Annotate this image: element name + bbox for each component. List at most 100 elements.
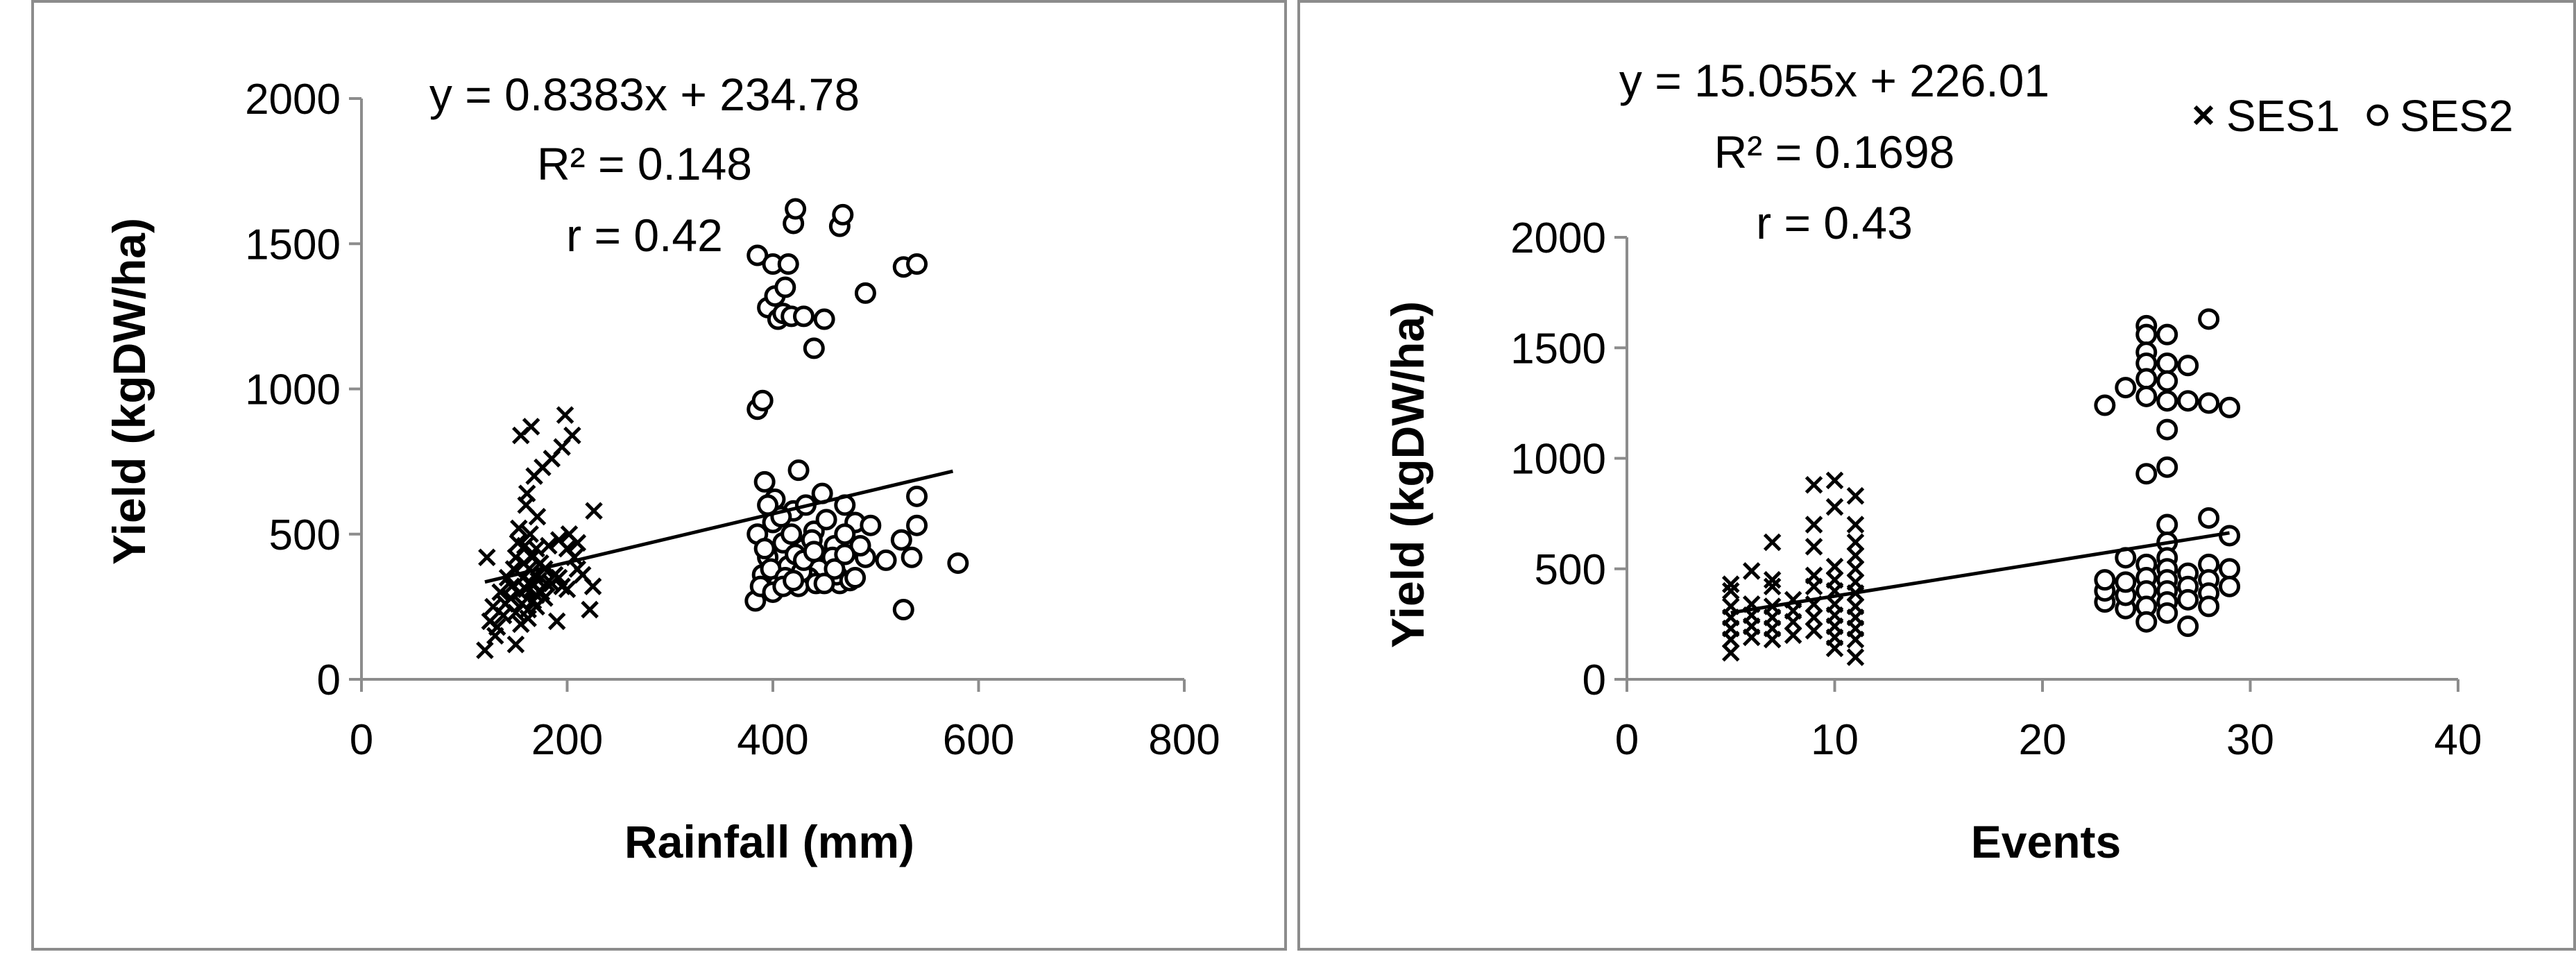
data-point-circle [2198,507,2220,529]
data-point-x [536,589,554,607]
data-point-x [1763,533,1782,552]
data-point-x [1763,577,1782,595]
data-point-circle [2156,418,2178,441]
chart-panel-events: 0 500 1000 1500 2000 0 10 20 30 40 y = 15.055x + … [1297,0,2576,951]
x-tick-label: 400 [737,716,808,764]
data-point-circle [2219,396,2241,418]
data-point-circle [781,523,803,545]
data-point-x [1805,475,1823,494]
data-point-x [478,548,496,566]
legend-marker-x-icon [2193,105,2214,126]
data-point-circle [2156,370,2178,392]
data-point-circle [834,543,856,566]
legend-label-ses2: SES2 [2400,91,2514,141]
data-point-circle [2135,611,2158,633]
data-point-circle [2198,595,2220,618]
x-tick-label: 0 [1615,716,1639,764]
data-point-circle [753,538,776,560]
data-point-circle [2219,558,2241,580]
data-point-circle [777,253,799,275]
data-point-circle [860,514,882,536]
data-point-circle [2156,323,2178,346]
data-point-circle [803,337,825,359]
y-tick-label: 1500 [1510,325,1606,373]
data-point-circle [2198,308,2220,330]
data-point-circle [747,244,769,266]
data-point-circle [2219,575,2241,597]
data-point-circle [815,509,837,531]
x-tick-label: 20 [2019,716,2067,764]
data-point-x [522,418,540,436]
data-point-x [1805,622,1823,640]
data-point-circle [2177,615,2199,638]
r-squared-annotation: R² = 0.1698 [1714,126,1955,178]
x-tick-label: 30 [2226,716,2274,764]
data-point-circle [2177,355,2199,377]
data-point-x [1805,609,1823,627]
data-point-circle [792,305,814,328]
r-annotation: r = 0.43 [1756,197,1913,248]
data-point-x [1846,573,1865,591]
data-point-circle [901,546,923,568]
y-tick-label: 2000 [245,76,341,124]
data-point-x [549,568,568,587]
data-point-x [506,636,525,654]
data-point-x [1721,575,1740,593]
data-point-x [488,618,506,636]
y-axis-title: Yield (kgDW/ha) [103,218,155,565]
data-point-x [1825,570,1844,589]
x-tick-label: 0 [350,716,373,764]
data-point-circle [947,552,969,575]
data-point-circle [2156,456,2178,478]
x-tick-label: 200 [531,716,603,764]
data-point-circle [2135,368,2158,390]
data-point-x [1846,648,1865,666]
x-tick-label: 800 [1148,716,1220,764]
data-point-x [1763,570,1782,589]
data-point-circle [2135,385,2158,407]
equation-annotation: y = 0.8383x + 234.78 [429,69,860,120]
data-point-circle [834,523,856,545]
data-point-x [568,534,587,552]
data-point-x [581,600,599,619]
data-point-x [1825,595,1844,613]
data-point-circle [875,549,897,571]
chart-panel-rainfall: 0 500 1000 1500 2000 0 200 400 600 800 y = 0.8383… [31,0,1287,951]
data-point-x [510,519,528,538]
data-point-circle [813,572,835,595]
data-point-x [1784,626,1802,645]
data-point-circle [849,534,871,557]
data-point-x [528,507,547,526]
y-tick-label: 1000 [1510,436,1606,484]
data-point-x [558,580,577,599]
data-point-x [1805,516,1823,534]
data-point-circle [854,282,876,304]
data-point-x [563,426,581,445]
legend-label-ses1: SES1 [2226,91,2340,141]
trendline [484,469,954,584]
data-point-x [1846,533,1865,552]
data-point-circle [892,599,914,621]
r-squared-annotation: R² = 0.148 [537,138,752,189]
trendline [1730,531,2230,615]
data-point-x [476,641,494,659]
data-point-circle [906,514,928,536]
data-point-circle [2177,588,2199,611]
y-tick-label: 1000 [245,366,341,414]
data-point-circle [890,529,912,551]
x-axis-title: Rainfall (mm) [624,816,914,867]
legend: SES1 SES2 [2193,91,2514,141]
data-point-circle [757,494,779,516]
data-point-circle [2177,390,2199,412]
y-tick-label: 0 [1583,656,1606,704]
data-point-x [585,502,603,520]
data-point-circle [2219,525,2241,547]
y-tick-label: 2000 [1510,214,1606,262]
x-tick-label: 40 [2434,716,2482,764]
data-point-x [547,612,566,631]
y-tick-label: 500 [1535,546,1606,594]
data-point-x [1846,597,1865,615]
y-tick-label: 1500 [245,221,341,269]
legend-marker-circle-icon [2366,104,2389,126]
data-point-circle [2115,571,2137,593]
